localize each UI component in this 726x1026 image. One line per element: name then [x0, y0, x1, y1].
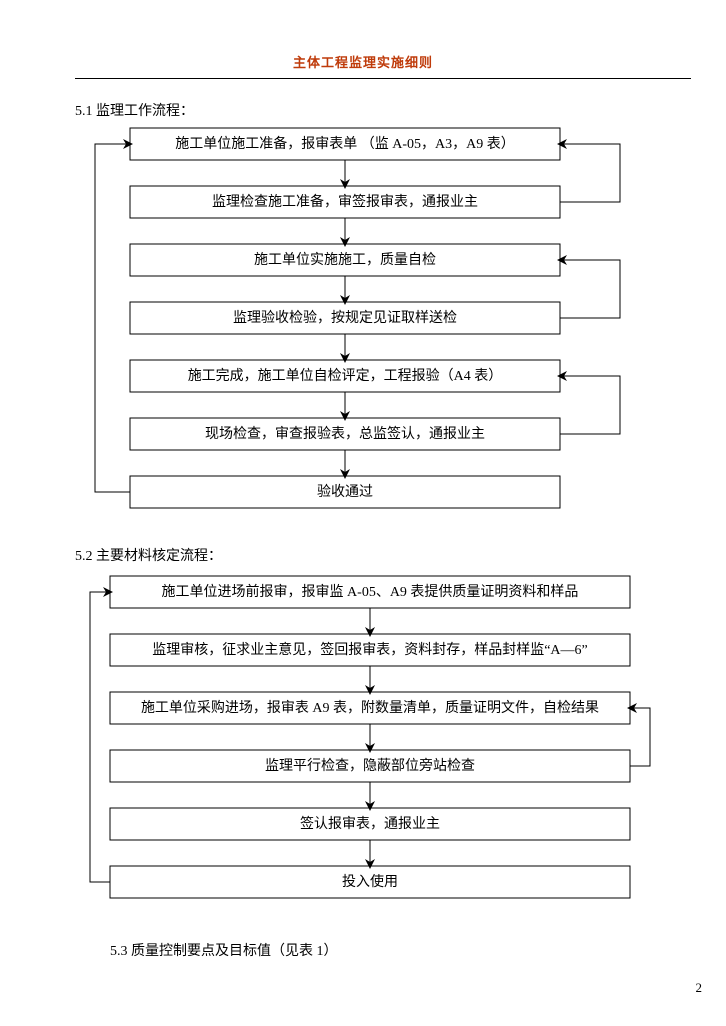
flow-node [110, 750, 630, 782]
flow-node [110, 866, 630, 898]
flow-node-label: 施工完成，施工单位自检评定，工程报验（A4 表） [188, 368, 503, 384]
flow-feedback-left [90, 592, 110, 882]
flow-feedback-left [95, 144, 130, 492]
flow-node-label: 投入使用 [342, 873, 398, 890]
flow-node-label: 监理验收检验，按规定见证取样送检 [233, 310, 457, 326]
page-title: 主体工程监理实施细则 [0, 52, 726, 71]
flow-node [130, 128, 560, 160]
section-5-1-heading: 5.1 监理工作流程： [75, 100, 194, 120]
flow-node-label: 施工单位进场前报审，报审监 A-05、A9 表提供质量证明资料和样品 [162, 583, 579, 600]
flow-node [110, 808, 630, 840]
flow-node [130, 302, 560, 334]
page-number: 2 [696, 980, 703, 996]
flow-node-label: 监理审核，征求业主意见，签回报审表，资料封存，样品封样监“A—6” [152, 641, 588, 658]
flow-node-label: 监理检查施工准备，审签报审表，通报业主 [212, 193, 478, 210]
flow-node-label: 施工单位实施施工，质量自检 [254, 252, 436, 268]
flow-node [110, 634, 630, 666]
flow-node [130, 418, 560, 450]
section-5-2-heading: 5.2 主要材料核定流程： [75, 545, 222, 565]
flow-node-label: 验收通过 [317, 484, 373, 500]
flowchart-stage: 施工单位施工准备，报审表单 （监 A-05，A3，A9 表） 监理检查施工准备，审… [0, 0, 726, 1026]
flow-node [130, 244, 560, 276]
flow-feedback-right [630, 708, 650, 766]
flow-node-label: 签认报审表，通报业主 [300, 815, 440, 832]
flow-node [130, 476, 560, 508]
section-5-3-heading: 5.3 质量控制要点及目标值（见表 1） [110, 940, 338, 960]
flow-node-label: 监理平行检查，隐蔽部位旁站检查 [265, 757, 475, 774]
flow-feedback-right [560, 144, 620, 202]
flow-node-label: 现场检查，审查报验表，总监签认，通报业主 [205, 425, 485, 442]
flow-node-label: 施工单位采购进场，报审表 A9 表，附数量清单，质量证明文件，自检结果 [141, 700, 599, 716]
flow-node [110, 576, 630, 608]
flow-node [110, 692, 630, 724]
flow-node [130, 360, 560, 392]
flow-node-label: 施工单位施工准备，报审表单 （监 A-05，A3，A9 表） [175, 135, 515, 152]
flow-node [130, 186, 560, 218]
flow-feedback-right [560, 260, 620, 318]
header-rule [75, 78, 691, 79]
flow-feedback-right [560, 376, 620, 434]
